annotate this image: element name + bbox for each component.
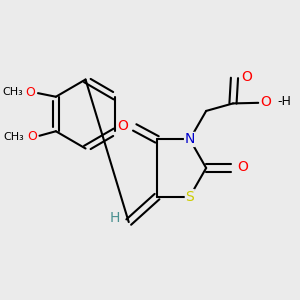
Text: O: O [241, 70, 252, 84]
Text: O: O [237, 160, 248, 174]
Text: O: O [260, 95, 271, 109]
Text: O: O [26, 86, 35, 99]
Text: S: S [185, 190, 194, 204]
Text: CH₃: CH₃ [2, 87, 23, 97]
Text: CH₃: CH₃ [4, 132, 25, 142]
Text: H: H [109, 212, 120, 226]
Text: O: O [27, 130, 37, 143]
Text: N: N [184, 132, 195, 146]
Text: -H: -H [277, 95, 291, 108]
Text: O: O [117, 119, 128, 133]
